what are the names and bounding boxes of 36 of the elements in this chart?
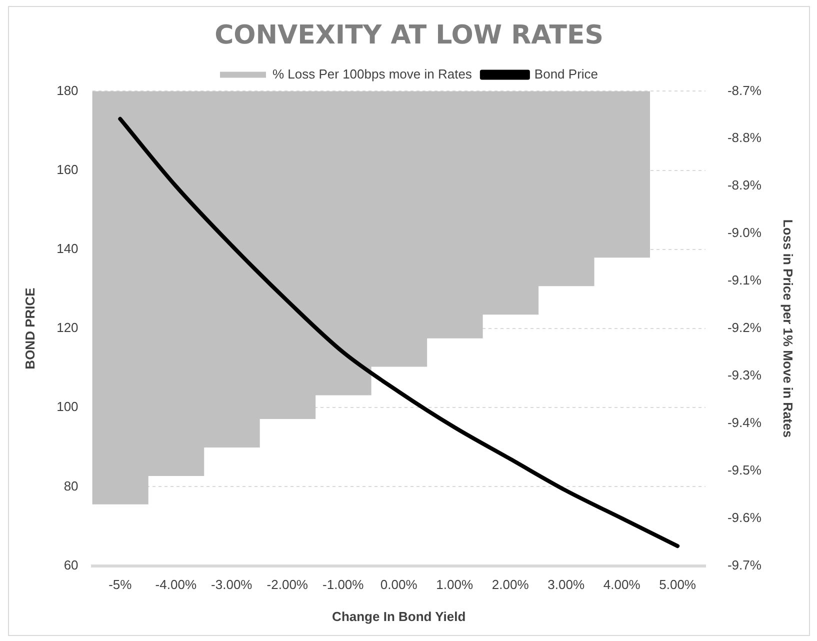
y2-tick-label: -9.3% xyxy=(727,368,762,383)
x-tick-label: 4.00% xyxy=(603,577,641,592)
y2-tick-label: -8.8% xyxy=(727,130,762,146)
y-tick-label: 60 xyxy=(64,557,78,572)
x-tick-label: 3.00% xyxy=(548,577,585,592)
y2-tick-label: -9.2% xyxy=(727,320,762,336)
y2-tick-label: -9.0% xyxy=(727,225,762,240)
line-series xyxy=(118,116,680,548)
x-tick-label: -2.00% xyxy=(266,577,308,592)
x-tick-label: -1.00% xyxy=(322,577,364,592)
y2-tick-label: -8.7% xyxy=(727,82,762,98)
y-tick-label: 120 xyxy=(56,320,78,336)
x-axis-title: Change In Bond Yield xyxy=(332,608,466,624)
y2-tick-label: -9.4% xyxy=(727,415,762,430)
legend-label: % Loss Per 100bps move in Rates xyxy=(272,66,472,82)
y2-tick-label: -9.7% xyxy=(727,557,762,572)
y-tick-label: 80 xyxy=(64,478,78,494)
y2-tick-label: -9.6% xyxy=(727,510,762,525)
chart-title: CONVEXITY AT LOW RATES xyxy=(214,20,604,50)
y-tick-label: 100 xyxy=(56,399,78,414)
x-tick-label: -4.00% xyxy=(155,577,197,592)
x-tick-label: 5.00% xyxy=(659,577,696,592)
y2-tick-label: -9.5% xyxy=(727,462,762,478)
x-tick-label: 0.00% xyxy=(380,577,418,592)
y2-tick-label: -8.9% xyxy=(727,178,762,193)
y-tick-label: 160 xyxy=(56,162,78,177)
y-tick-label: 180 xyxy=(56,82,78,98)
y2-axis-title: Loss in Price per 1% Move in Rates xyxy=(780,219,796,438)
x-tick-label: -3.00% xyxy=(211,577,253,592)
x-tick-label: 1.00% xyxy=(436,577,474,592)
x-tick-label: -5% xyxy=(108,577,132,592)
legend-label: Bond Price xyxy=(534,66,598,82)
y-tick-label: 140 xyxy=(56,240,78,256)
x-tick-label: 2.00% xyxy=(492,577,530,592)
y2-tick-label: -9.1% xyxy=(727,272,762,288)
y-axis-title: BOND PRICE xyxy=(22,287,38,370)
